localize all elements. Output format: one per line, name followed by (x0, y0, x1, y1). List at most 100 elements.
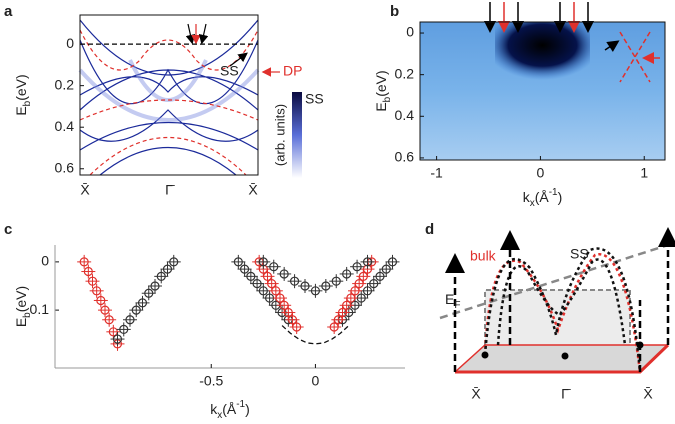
marker (329, 274, 344, 289)
marker (93, 293, 108, 308)
data-point (125, 315, 135, 325)
data-point (233, 257, 243, 267)
y-tick-label: 0 (41, 253, 49, 269)
bulk-label: bulk (470, 248, 497, 264)
marker (298, 279, 312, 293)
marker (281, 305, 296, 320)
y-tick-label: 0.6 (55, 159, 75, 175)
data-point (87, 276, 98, 286)
data-point (96, 295, 106, 306)
data-point (350, 286, 360, 296)
axis-label-part: k (210, 401, 218, 417)
data-point (279, 300, 289, 310)
marker (339, 298, 354, 313)
marker (256, 254, 271, 269)
data-point (144, 288, 154, 298)
data-point (112, 334, 123, 344)
marker (360, 283, 375, 298)
marker (129, 303, 144, 318)
x-tick-label: 0 (537, 165, 545, 181)
data-point (269, 262, 279, 272)
marker (277, 266, 292, 281)
marker (327, 320, 342, 334)
y-tick-label: 0.1 (30, 301, 50, 317)
marker (264, 276, 279, 291)
x-tick-label: -0.5 (199, 373, 223, 389)
axis-label-part: (eV) (13, 286, 29, 312)
marker (266, 259, 281, 274)
axis-label-part: x (530, 198, 535, 209)
data-point (79, 257, 89, 267)
data-point (271, 286, 281, 296)
data-point (346, 293, 356, 303)
marker (256, 283, 271, 298)
data-point (258, 257, 268, 267)
marker (123, 312, 137, 327)
x-tick-label: X̄ (80, 182, 90, 198)
marker (85, 274, 100, 289)
marker (102, 312, 117, 327)
data-point (362, 286, 373, 296)
marker (166, 254, 181, 269)
axis-label-part: E (13, 318, 29, 327)
panel-label: d (425, 221, 434, 238)
marker (366, 276, 381, 291)
marker (237, 262, 252, 277)
data-point (337, 307, 348, 318)
data-point (100, 305, 110, 315)
marker (231, 254, 246, 269)
axis-label-part: -1 (236, 399, 245, 410)
data-point (150, 281, 160, 291)
data-point (369, 278, 379, 289)
ef-sub: F (454, 300, 460, 311)
marker (160, 262, 175, 277)
marker (379, 262, 394, 277)
marker (250, 276, 265, 291)
schematic (439, 227, 675, 374)
axis-label-part: ) (245, 401, 250, 417)
annotation: SS (220, 63, 239, 79)
marker (308, 283, 323, 298)
axis-label: kx(Å-1) (523, 187, 563, 209)
y-tick-label: 0.2 (395, 65, 415, 81)
data-point (342, 269, 352, 279)
data-point (329, 322, 339, 332)
data-point (352, 262, 362, 272)
marker (135, 295, 150, 310)
x-tick-label: X̄ (248, 182, 258, 198)
data-point (362, 257, 373, 267)
data-point (279, 269, 289, 279)
data-point (342, 300, 352, 310)
marker (373, 269, 387, 284)
data-point (375, 271, 385, 281)
point-label: X̄ (643, 386, 653, 402)
marker (360, 254, 375, 269)
data-point (239, 264, 250, 274)
axis-label-part: b (22, 100, 33, 106)
ef-main: E (445, 291, 454, 307)
data-point (262, 271, 273, 281)
data-point (131, 305, 141, 315)
marker (287, 274, 302, 289)
band-structure (78, 14, 302, 178)
axis-label-part: (eV) (13, 74, 29, 100)
axis-label-part: x (217, 410, 222, 421)
y-tick-label: 0.4 (395, 107, 415, 123)
axis-label: Eb(eV) (373, 70, 393, 111)
colorbar-label: SS (305, 91, 324, 107)
marker (331, 312, 346, 327)
data-point (333, 315, 343, 325)
arpes-image (419, 2, 666, 161)
axis-label-part: E (373, 102, 389, 111)
marker (352, 276, 367, 291)
data-point (92, 286, 102, 296)
marker (289, 320, 304, 334)
marker (335, 305, 350, 320)
marker (339, 266, 354, 281)
data-point (354, 278, 364, 289)
marker (273, 291, 287, 306)
marker (243, 269, 258, 284)
axis-label: kx(Å-1) (210, 399, 250, 421)
axis-label-part: (eV) (373, 70, 389, 96)
axis-label-part: ) (558, 189, 563, 205)
